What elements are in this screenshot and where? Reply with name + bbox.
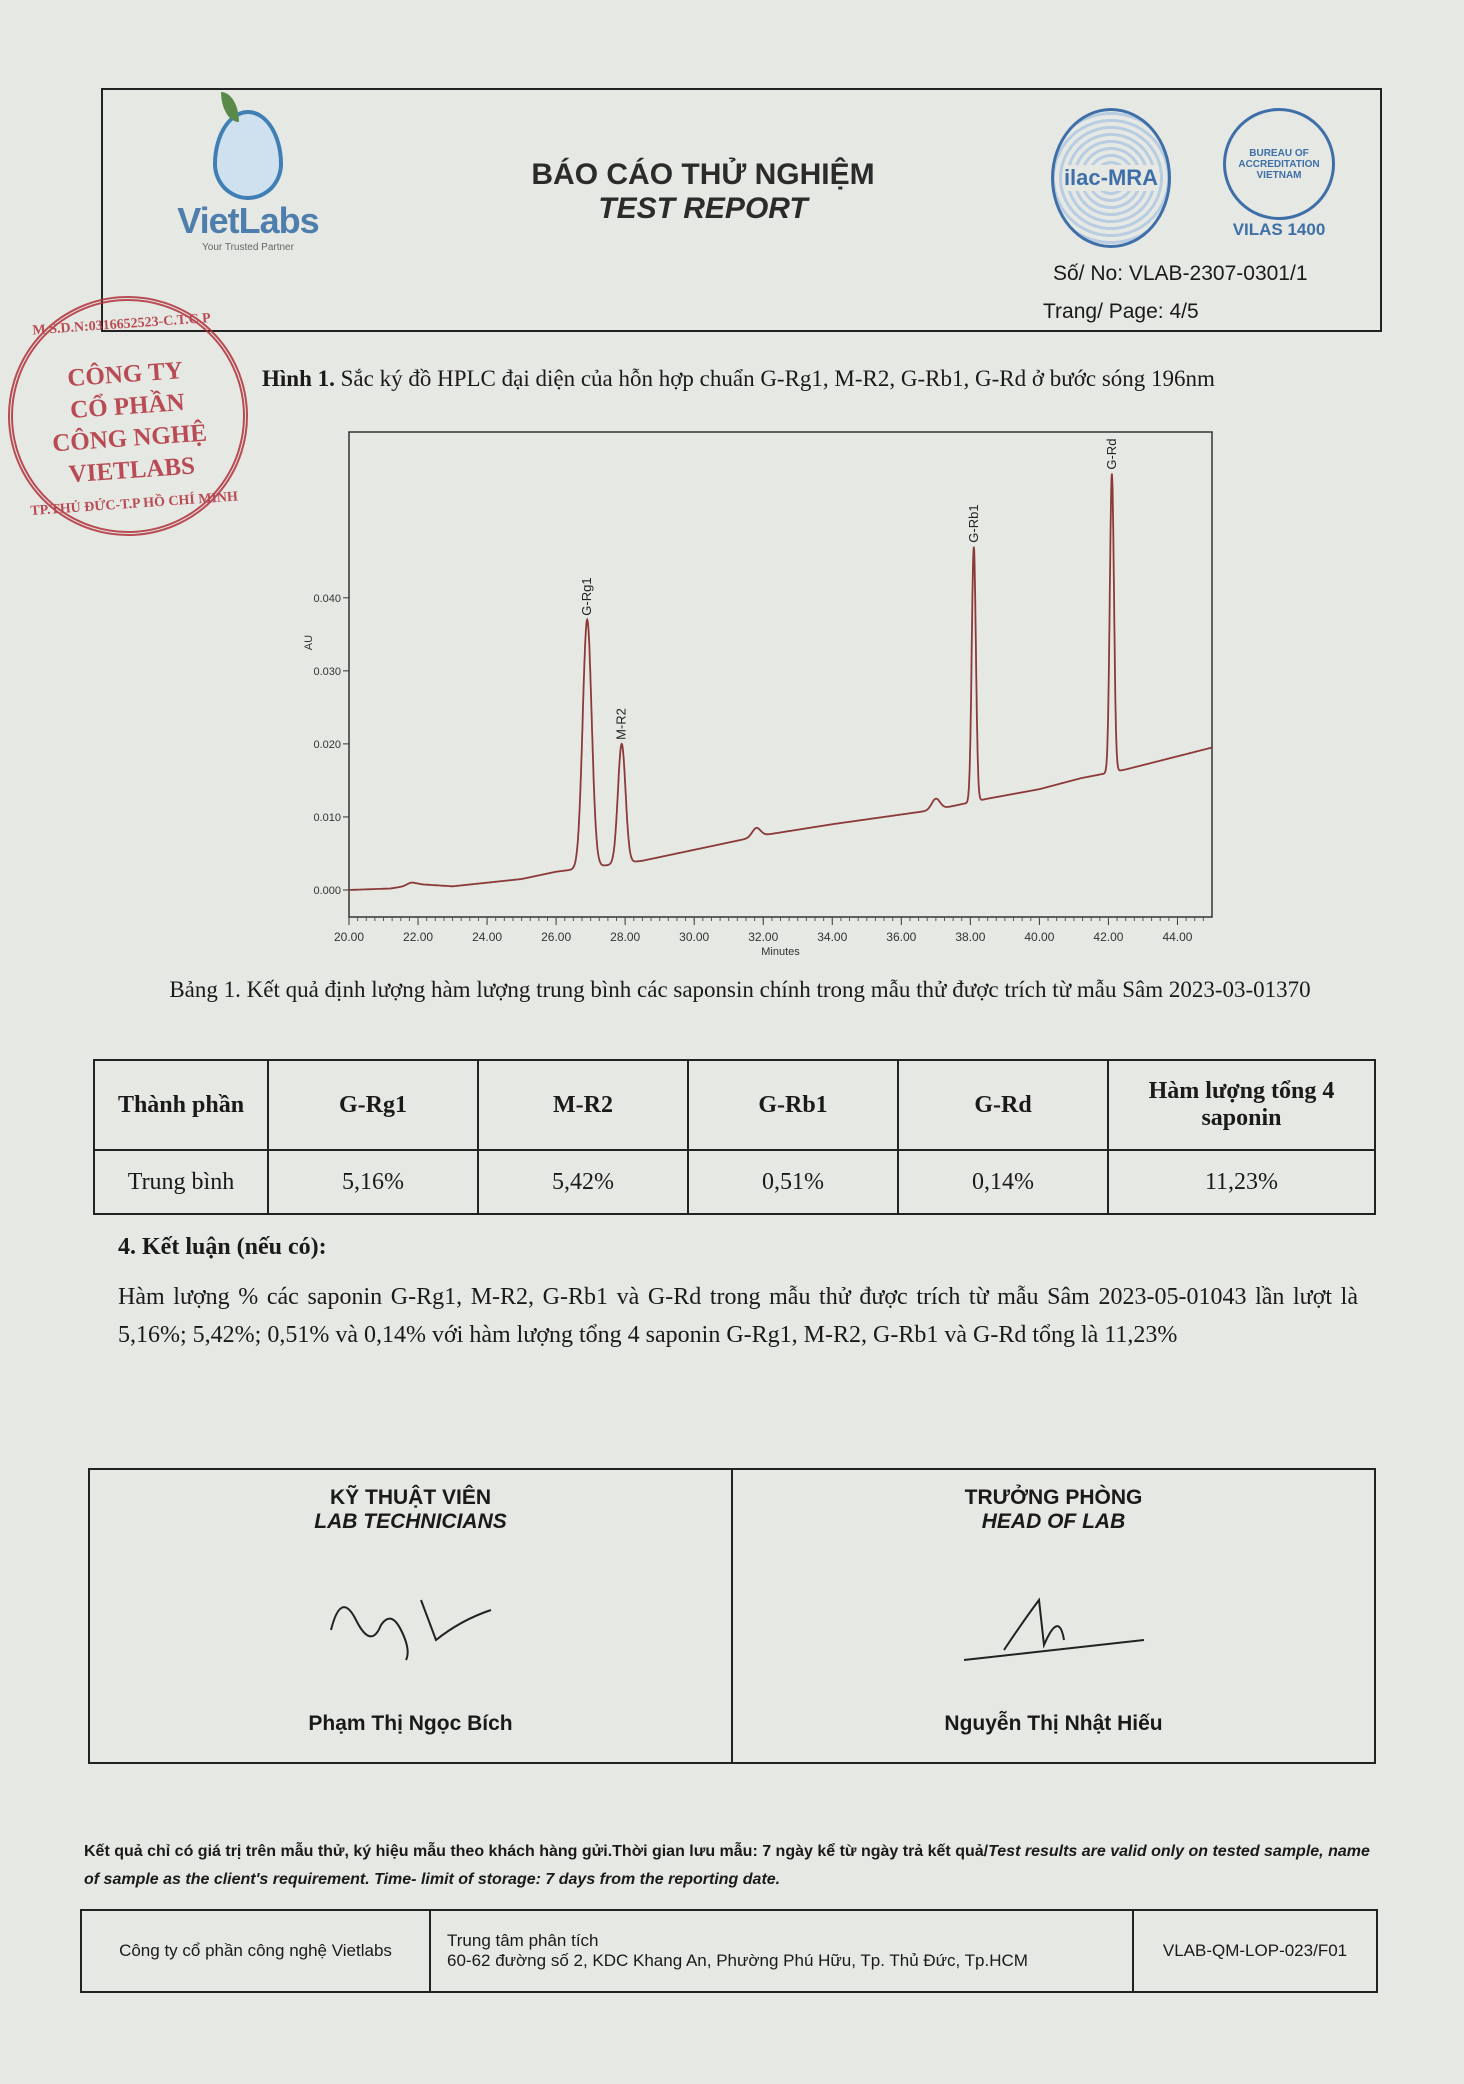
table-row: Trung bình 5,16% 5,42% 0,51% 0,14% 11,23…	[93, 1149, 1376, 1215]
hplc-chromatogram: 20.00 22.00 24.00 26.00 28.00 30.00 32.00 34.00…	[303, 431, 1213, 958]
company-stamp: M.S.D.N:0316652523-C.T.C.P CÔNG TY CỔ PH…	[0, 287, 257, 545]
x-tick-label: 30.00	[679, 930, 709, 944]
vilas-ring-text: BUREAU OF ACCREDITATION VIETNAM	[1238, 147, 1320, 181]
vietlabs-logo: VietLabs Your Trusted Partner	[153, 92, 343, 253]
vilas-label: VILAS 1400	[1232, 220, 1326, 239]
lab-technician-signature: KỸ THUẬT VIÊN LAB TECHNICIANS Phạm Thị N…	[90, 1470, 731, 1762]
peak-label: M-R2	[614, 708, 629, 740]
water-drop-icon	[213, 92, 283, 200]
handwritten-signature	[329, 1599, 491, 1661]
title-en: TEST REPORT	[598, 192, 808, 225]
table-cell: 5,42%	[477, 1149, 689, 1215]
table-cell: 0,51%	[687, 1149, 899, 1215]
page-number: Trang/ Page: 4/5	[1043, 300, 1199, 323]
header-cell: M-R2	[477, 1059, 689, 1151]
caption-text: Sắc ký đồ HPLC đại diện của hỗn hợp chuẩ…	[334, 366, 1215, 391]
x-tick-label: 40.00	[1024, 930, 1054, 944]
signature-title: KỸ THUẬT VIÊN	[329, 1486, 491, 1509]
footer-center-name: Trung tâm phân tích	[447, 1931, 599, 1950]
y-tick-label: 0.000	[313, 885, 341, 897]
signer-name: Nguyễn Thị Nhật Hiếu	[944, 1712, 1163, 1735]
figure-caption: Hình 1. Sắc ký đồ HPLC đại diện của hỗn …	[262, 366, 1215, 392]
x-tick-label: 44.00	[1162, 930, 1192, 944]
signature-title: TRƯỞNG PHÒNG	[964, 1486, 1143, 1509]
x-tick-label: 42.00	[1093, 930, 1123, 944]
table-cell: 5,16%	[267, 1149, 479, 1215]
x-axis-label: Minutes	[761, 946, 800, 958]
x-tick-label: 38.00	[955, 930, 985, 944]
table-cell: 11,23%	[1107, 1149, 1376, 1215]
title-vi: BÁO CÁO THỬ NGHIỆM	[531, 158, 875, 191]
validity-note: Kết quả chỉ có giá trị trên mẫu thử, ký …	[84, 1838, 1374, 1894]
signature-title-en: LAB TECHNICIANS	[314, 1510, 507, 1533]
caption-label: Hình 1.	[262, 366, 335, 391]
table-cell: Trung bình	[93, 1149, 269, 1215]
footer-address: 60-62 đường số 2, KDC Khang An, Phường P…	[447, 1951, 1028, 1970]
ilac-mra-seal: ilac-MRA	[1051, 108, 1171, 248]
report-title: BÁO CÁO THỬ NGHIỆM TEST REPORT	[463, 158, 943, 226]
stamp-ring-top: M.S.D.N:0316652523-C.T.C.P	[31, 311, 212, 339]
logo-tagline: Your Trusted Partner	[202, 242, 294, 253]
footer-form-code: VLAB-QM-LOP-023/F01	[1162, 1941, 1348, 1960]
y-axis-label: AU	[303, 635, 315, 650]
plot-frame	[348, 431, 1213, 918]
signature-title-en: HEAD OF LAB	[981, 1510, 1126, 1533]
x-tick-label: 26.00	[541, 930, 571, 944]
page-footer: Công ty cổ phần công nghệ Vietlabs Trung…	[80, 1909, 1378, 1993]
note-vi: Kết quả chỉ có giá trị trên mẫu thử, ký …	[84, 1843, 989, 1860]
ilac-label: ilac-MRA	[1063, 165, 1159, 191]
table-title-text: Bảng 1. Kết quả định lượng hàm lượng tru…	[169, 977, 1311, 1002]
table-header-row: Thành phần G-Rg1 M-R2 G-Rb1 G-Rd Hàm lượ…	[93, 1059, 1376, 1151]
note-en: Test results are valid only on tested sa…	[84, 1843, 1370, 1888]
x-tick-label: 28.00	[610, 930, 640, 944]
x-tick-label: 22.00	[403, 930, 433, 944]
head-of-lab-signature: TRƯỞNG PHÒNG HEAD OF LAB Nguyễn Thị Nhật…	[731, 1470, 1374, 1762]
conclusion-heading: 4. Kết luận (nếu có):	[118, 1234, 327, 1260]
x-tick-label: 36.00	[886, 930, 916, 944]
x-tick-label: 20.00	[334, 930, 364, 944]
table-title: Bảng 1. Kết quả định lượng hàm lượng tru…	[120, 972, 1360, 1008]
signature-block: KỸ THUẬT VIÊN LAB TECHNICIANS Phạm Thị N…	[88, 1468, 1376, 1764]
header-cell: Hàm lượng tổng 4 saponin	[1107, 1059, 1376, 1151]
footer-address-block: Trung tâm phân tích 60-62 đường số 2, KD…	[431, 1911, 1134, 1991]
header-cell: G-Rb1	[687, 1059, 899, 1151]
y-tick-label: 0.020	[313, 739, 341, 751]
logo-name: VietLabs	[177, 200, 319, 241]
results-table: Thành phần G-Rg1 M-R2 G-Rb1 G-Rd Hàm lượ…	[93, 1059, 1376, 1215]
vilas-seal: BUREAU OF ACCREDITATION VIETNAM	[1223, 108, 1335, 220]
report-header: VietLabs Your Trusted Partner BÁO CÁO TH…	[101, 88, 1382, 332]
y-tick-label: 0.040	[313, 593, 341, 605]
footer-company: Công ty cổ phần công nghệ Vietlabs	[82, 1911, 431, 1991]
x-tick-label: 34.00	[817, 930, 847, 944]
x-tick-label: 32.00	[748, 930, 778, 944]
peak-label: G-Rb1	[966, 504, 981, 542]
header-cell: G-Rd	[897, 1059, 1109, 1151]
x-tick-label: 24.00	[472, 930, 502, 944]
chromatogram-trace	[349, 473, 1213, 891]
conclusion-text: Hàm lượng % các saponin G-Rg1, M-R2, G-R…	[118, 1284, 1358, 1348]
peak-label: G-Rg1	[579, 577, 594, 615]
header-cell: Thành phần	[93, 1059, 269, 1151]
y-tick-label: 0.010	[313, 812, 341, 824]
signer-name: Phạm Thị Ngọc Bích	[308, 1712, 513, 1735]
header-cell: G-Rg1	[267, 1059, 479, 1151]
table-cell: 0,14%	[897, 1149, 1109, 1215]
document-number: Số/ No: VLAB-2307-0301/1	[1053, 262, 1308, 285]
peak-label: G-Rd	[1104, 439, 1119, 470]
y-tick-label: 0.030	[313, 666, 341, 678]
handwritten-signature	[963, 1597, 1144, 1661]
